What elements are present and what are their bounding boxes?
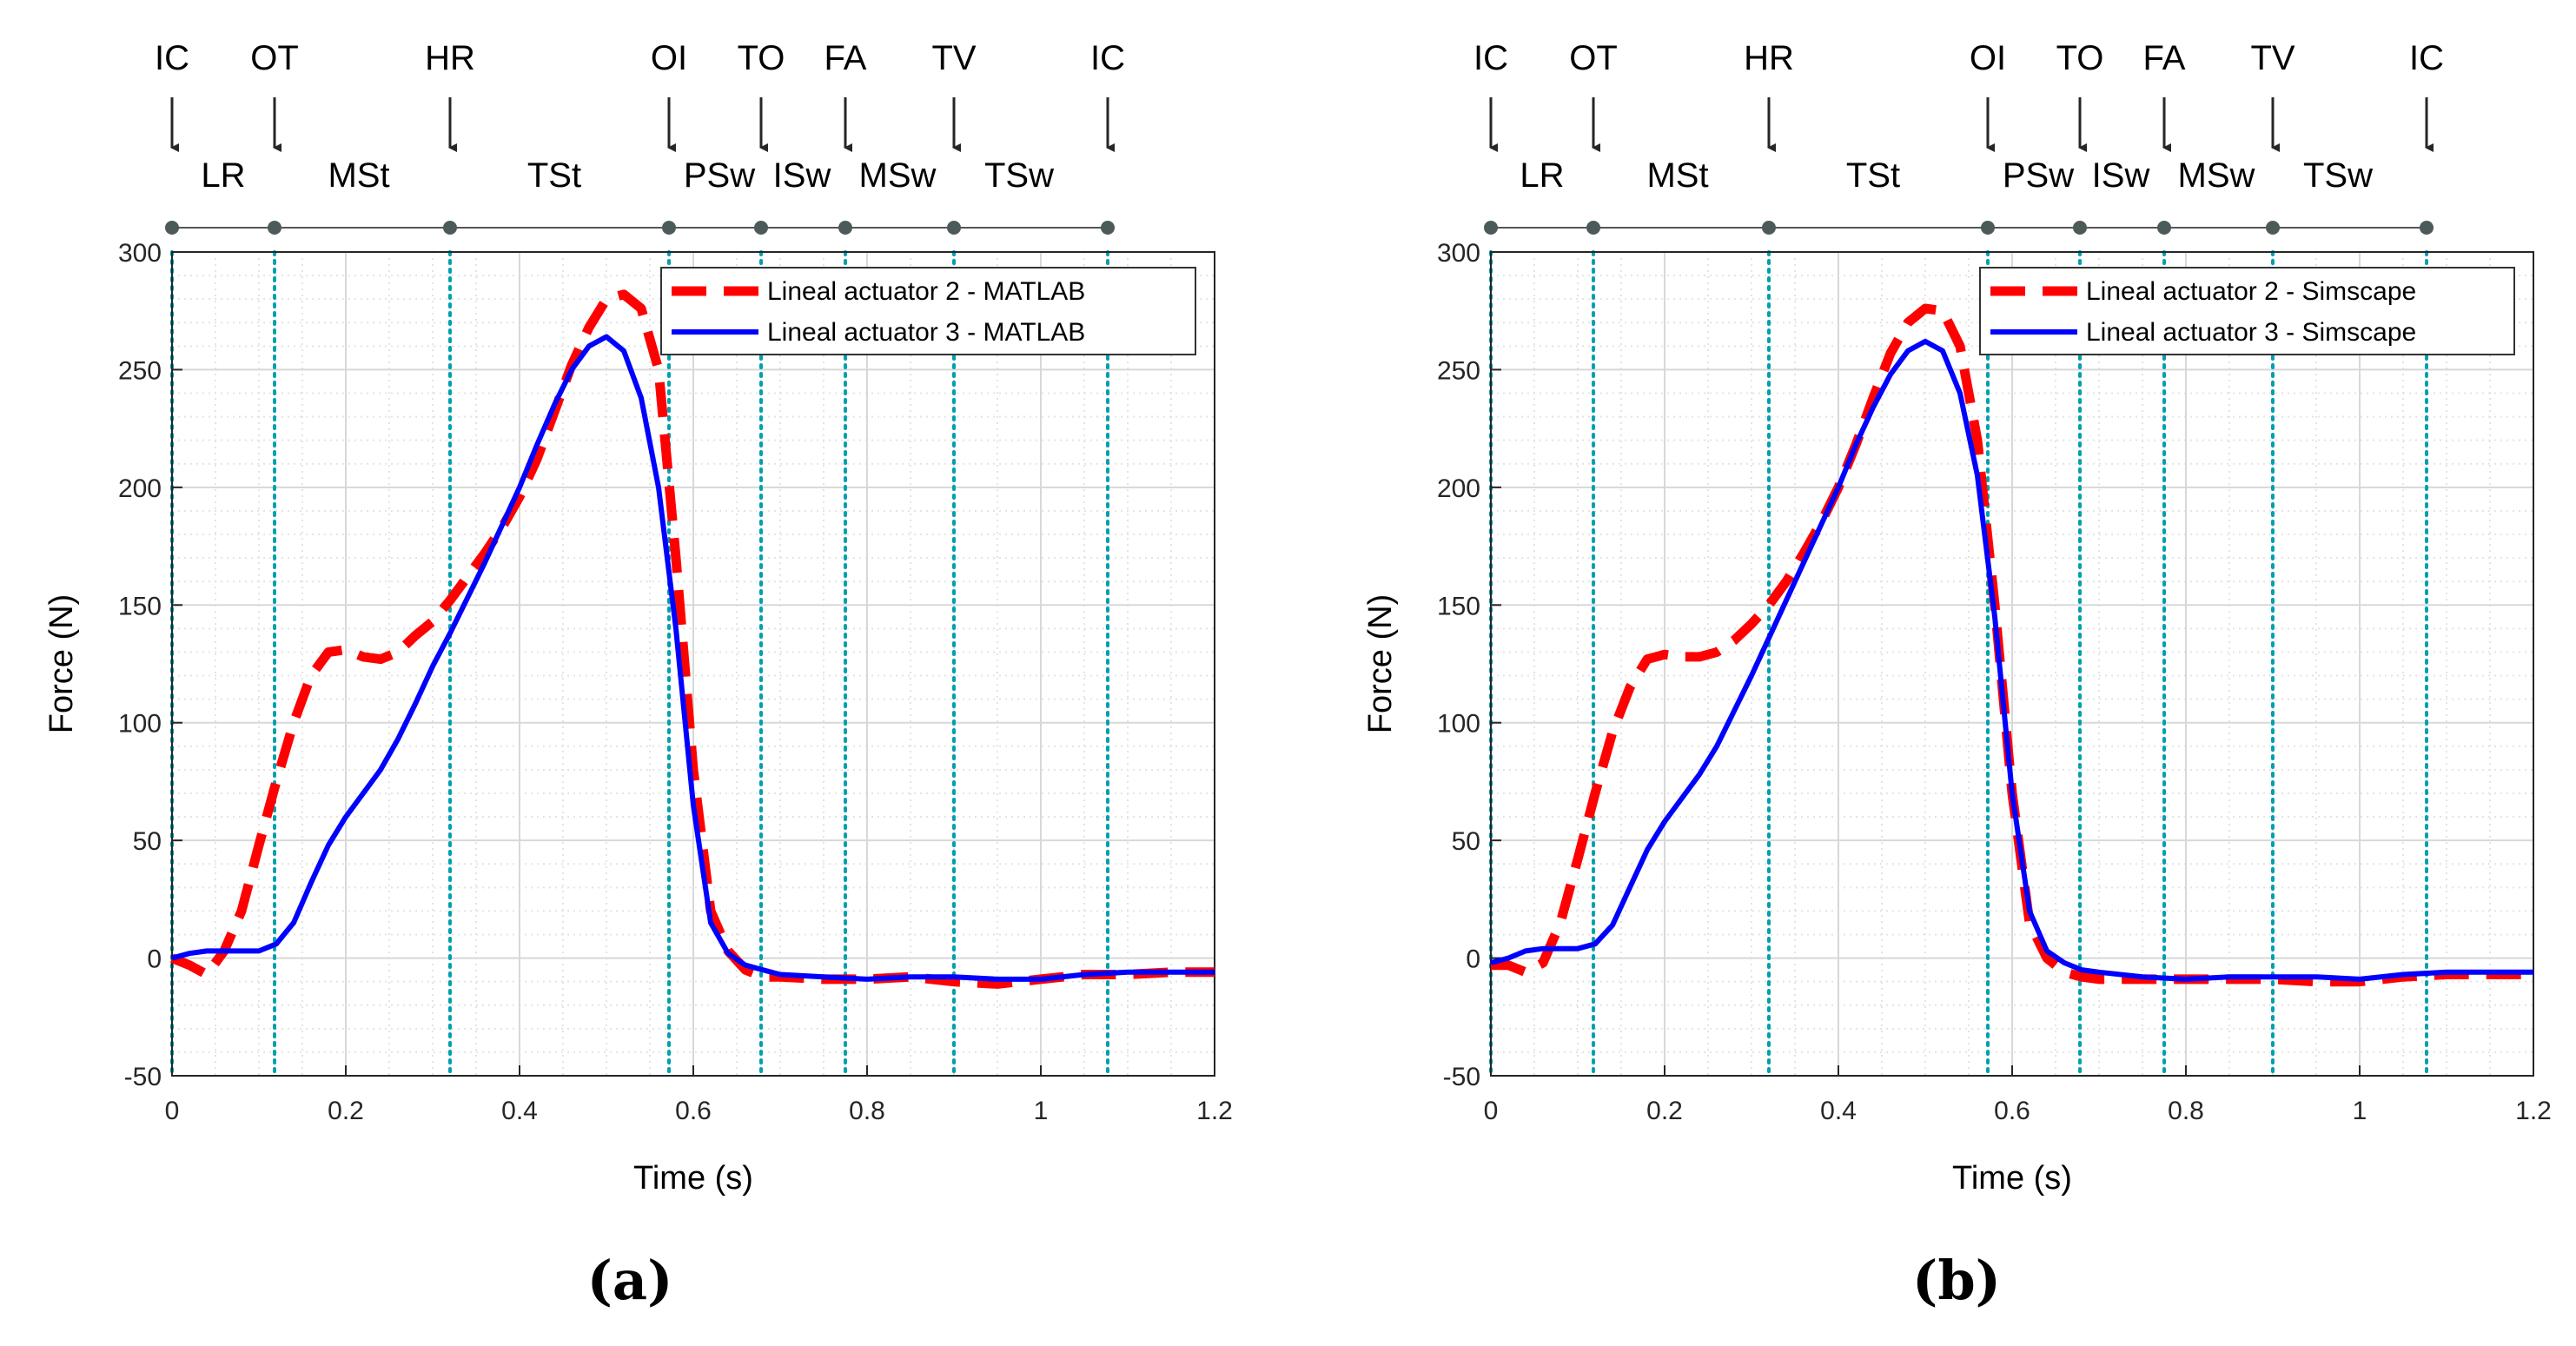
gait-event-label: FA <box>824 39 867 77</box>
gait-phase-label: ISw <box>773 156 831 195</box>
gait-event-node <box>1981 221 1995 235</box>
gait-phase-label: MSt <box>1646 156 1708 195</box>
y-tick-label: 100 <box>118 710 162 739</box>
gait-phase-label: TSt <box>1846 156 1900 195</box>
y-tick-label: 0 <box>1466 945 1480 974</box>
gait-event-node <box>443 221 457 235</box>
gait-phase-label: TSw <box>984 156 1054 195</box>
x-tick-label: 0.2 <box>1646 1097 1683 1125</box>
panel-caption: (a) <box>587 1249 673 1312</box>
gait-event-node <box>2420 221 2434 235</box>
gait-event-label: OI <box>1970 39 2006 77</box>
x-tick-label: 1 <box>2353 1097 2367 1125</box>
y-tick-label: 150 <box>118 592 162 620</box>
x-tick-label: 0.2 <box>328 1097 364 1125</box>
y-tick-label: 200 <box>1437 474 1480 503</box>
gait-event-label: TO <box>2056 39 2104 77</box>
gait-phase-label: LR <box>201 156 245 195</box>
y-tick-label: 150 <box>1437 592 1480 620</box>
y-tick-label: 200 <box>118 474 162 503</box>
x-tick-label: 0 <box>165 1097 180 1125</box>
y-tick-label: 100 <box>1437 710 1480 739</box>
gait-phase-label: PSw <box>2003 156 2074 195</box>
gait-event-node <box>1762 221 1776 235</box>
gait-phase-label: MSw <box>2178 156 2255 195</box>
legend-entry-label: Lineal actuator 3 - Simscape <box>2086 318 2416 347</box>
legend-box <box>660 267 1196 355</box>
x-tick-label: 0.8 <box>849 1097 885 1125</box>
legend-entry-label: Lineal actuator 2 - Simscape <box>2086 277 2416 306</box>
gait-event-node <box>1586 221 1600 235</box>
gait-event-node <box>1484 221 1498 235</box>
x-tick-label: 0 <box>1484 1097 1499 1125</box>
panel-caption: (b) <box>1912 1249 2001 1312</box>
y-tick-label: 300 <box>1437 239 1480 268</box>
x-tick-label: 1 <box>1034 1097 1049 1125</box>
gait-event-label: OI <box>651 39 687 77</box>
chart-panel-b: 0 0.2 0.4 0.6 0.8 1 1.2-50050100150200250300Ti… <box>1362 39 2552 1312</box>
x-tick-label: 0.6 <box>675 1097 712 1125</box>
gait-event-node <box>2266 221 2280 235</box>
gait-event-node <box>838 221 852 235</box>
gait-event-label: OT <box>1569 39 1618 77</box>
chart-panel-a: 0 0.2 0.4 0.6 0.8 1 1.2-50050100150200250300Ti… <box>43 39 1233 1312</box>
y-tick-label: 300 <box>118 239 162 268</box>
legend-box <box>1979 267 2515 355</box>
gait-phase-label: PSw <box>684 156 755 195</box>
x-tick-label: 0.6 <box>1994 1097 2030 1125</box>
gait-event-node <box>1101 221 1115 235</box>
gait-event-label: HR <box>1744 39 1794 77</box>
gait-event-node <box>165 221 179 235</box>
gait-event-label: IC <box>1090 39 1125 77</box>
gait-phase-label: TSt <box>527 156 581 195</box>
gait-phase-label: TSw <box>2303 156 2373 195</box>
legend-entry-label: Lineal actuator 3 - MATLAB <box>767 318 1085 347</box>
y-tick-label: 0 <box>147 945 162 974</box>
gait-event-node <box>268 221 281 235</box>
gait-event-label: IC <box>2409 39 2444 77</box>
y-tick-label: 250 <box>1437 356 1480 385</box>
y-tick-label: 250 <box>118 356 162 385</box>
x-axis-label: Time (s) <box>633 1160 753 1197</box>
x-tick-label: 0.8 <box>2168 1097 2204 1125</box>
x-tick-label: 1.2 <box>1196 1097 1233 1125</box>
gait-phase-label: ISw <box>2092 156 2150 195</box>
x-tick-label: 0.4 <box>1820 1097 1857 1125</box>
gait-phase-label: MSt <box>328 156 389 195</box>
gait-event-label: FA <box>2143 39 2186 77</box>
y-tick-label: -50 <box>124 1063 162 1091</box>
x-tick-label: 1.2 <box>2515 1097 2552 1125</box>
gait-event-node <box>2157 221 2171 235</box>
x-tick-label: 0.4 <box>501 1097 538 1125</box>
gait-event-label: IC <box>1473 39 1508 77</box>
gait-event-label: TO <box>738 39 785 77</box>
gait-event-label: TV <box>2250 39 2295 77</box>
gait-event-label: TV <box>931 39 976 77</box>
gait-event-node <box>662 221 676 235</box>
gait-event-node <box>754 221 768 235</box>
y-axis-label: Force (N) <box>43 594 80 733</box>
series-line-solid <box>171 334 1215 982</box>
y-tick-label: -50 <box>1443 1063 1480 1091</box>
y-axis-label: Force (N) <box>1362 594 1399 733</box>
gait-event-node <box>947 221 961 235</box>
gait-phase-label: LR <box>1520 156 1564 195</box>
gait-event-node <box>2073 221 2087 235</box>
legend-entry-label: Lineal actuator 2 - MATLAB <box>767 277 1085 306</box>
gait-phase-label: MSw <box>859 156 937 195</box>
gait-event-label: HR <box>425 39 475 77</box>
y-tick-label: 50 <box>1452 827 1480 856</box>
series-line-solid <box>1490 338 2533 982</box>
gait-event-label: OT <box>250 39 299 77</box>
x-axis-label: Time (s) <box>1952 1160 2072 1197</box>
gait-event-label: IC <box>155 39 189 77</box>
y-tick-label: 50 <box>133 827 162 856</box>
